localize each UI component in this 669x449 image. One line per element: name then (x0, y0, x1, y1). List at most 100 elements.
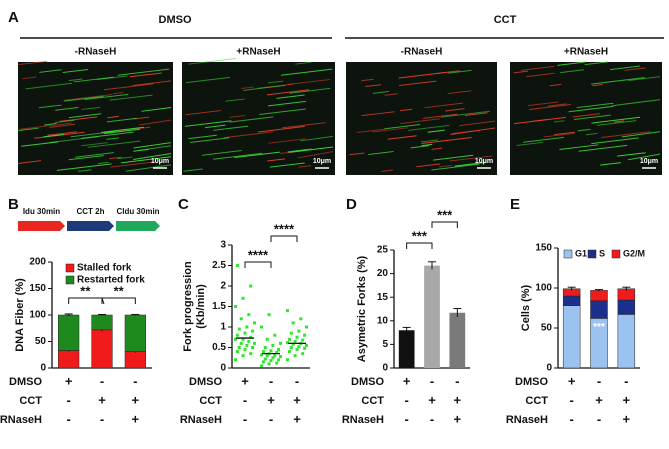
fiber (365, 84, 381, 88)
condition-sign: - (100, 373, 104, 388)
fiber (268, 100, 306, 107)
fiber (55, 106, 79, 111)
fiber (81, 106, 101, 111)
condition-name: CCT (361, 395, 384, 407)
fiber (372, 127, 409, 133)
significance: *** (412, 228, 428, 243)
fiber (75, 152, 114, 158)
condition-sign: - (597, 411, 601, 426)
point (303, 333, 307, 337)
fiber (107, 115, 119, 119)
condition-sign: - (269, 373, 273, 388)
significance-bracket (68, 297, 103, 304)
fiber (408, 124, 450, 131)
point (247, 313, 251, 317)
y-tick-label: 50 (35, 336, 47, 347)
y-tick-label: 100 (535, 283, 552, 294)
condition-name: CCT (19, 395, 42, 407)
fiber (267, 158, 286, 162)
fiber (361, 78, 374, 82)
fiber (104, 128, 141, 135)
y-tick-label: 50 (541, 323, 553, 334)
fiber (421, 143, 433, 147)
protocol-label: Cldu 30min (116, 207, 159, 216)
condition-sign: - (66, 411, 70, 426)
fiber (106, 117, 137, 123)
legend-swatch (611, 249, 621, 259)
point (293, 354, 297, 358)
condition-sign: - (66, 392, 70, 407)
fiber (410, 145, 430, 149)
fiber (421, 137, 472, 145)
fiber (138, 145, 172, 151)
fiber (21, 141, 59, 147)
fiber (225, 98, 245, 102)
fiber (268, 138, 306, 144)
fiber (17, 160, 42, 164)
fiber (25, 82, 73, 90)
fiber (381, 169, 393, 172)
point (295, 335, 299, 339)
condition-name: CCT (525, 395, 548, 407)
fiber (18, 127, 39, 132)
y-tick-label: 150 (29, 283, 46, 294)
fiber (611, 99, 661, 107)
fiber (400, 118, 440, 125)
fiber (18, 60, 48, 66)
fiber (433, 154, 474, 161)
condition-sign: - (455, 373, 459, 388)
image-label: +RNaseH (236, 47, 280, 58)
point (287, 337, 291, 341)
fiber (234, 151, 280, 159)
point (301, 352, 305, 356)
y-tick-label: 3 (220, 240, 226, 251)
fiber (372, 90, 390, 94)
fiber (84, 93, 129, 101)
condition-sign: + (595, 392, 603, 407)
fiber (73, 76, 114, 83)
point (271, 343, 275, 347)
condition-sign: + (293, 411, 301, 426)
fiber (64, 94, 113, 101)
fiber (68, 78, 83, 82)
fiber (185, 110, 221, 116)
point (293, 339, 297, 343)
point (253, 321, 256, 325)
condition-sign: + (454, 392, 462, 407)
fiber (627, 153, 661, 161)
point (275, 350, 279, 354)
fiber (38, 104, 62, 109)
fiber (600, 162, 622, 166)
scale-label: 10μm (151, 158, 169, 165)
fiber (520, 65, 555, 71)
fiber (577, 128, 591, 132)
fiber (103, 83, 154, 91)
bar-segment (617, 299, 636, 315)
fiber (523, 136, 564, 143)
fiber (560, 69, 584, 74)
point (245, 343, 249, 347)
fiber (554, 131, 576, 136)
legend-label: Stalled fork (77, 263, 132, 274)
fiber (300, 135, 334, 142)
panel-label: E (510, 196, 520, 213)
fiber (287, 78, 331, 86)
fiber (427, 129, 445, 133)
fiber (276, 94, 305, 99)
fiber (120, 156, 172, 164)
point (235, 264, 239, 267)
condition-sign: + (65, 373, 73, 388)
protocol-label: CCT 2h (77, 207, 105, 216)
fiber (22, 76, 37, 80)
fiber (617, 152, 646, 157)
fiber (223, 131, 274, 139)
y-tick-label: 150 (535, 243, 552, 254)
bar-segment (562, 305, 581, 369)
point (289, 346, 293, 349)
fiber (213, 152, 263, 160)
micrograph (346, 62, 497, 175)
y-tick-label: 5 (382, 339, 388, 350)
condition-sign: + (132, 392, 140, 407)
point (249, 335, 253, 339)
protocol-step (18, 221, 65, 231)
